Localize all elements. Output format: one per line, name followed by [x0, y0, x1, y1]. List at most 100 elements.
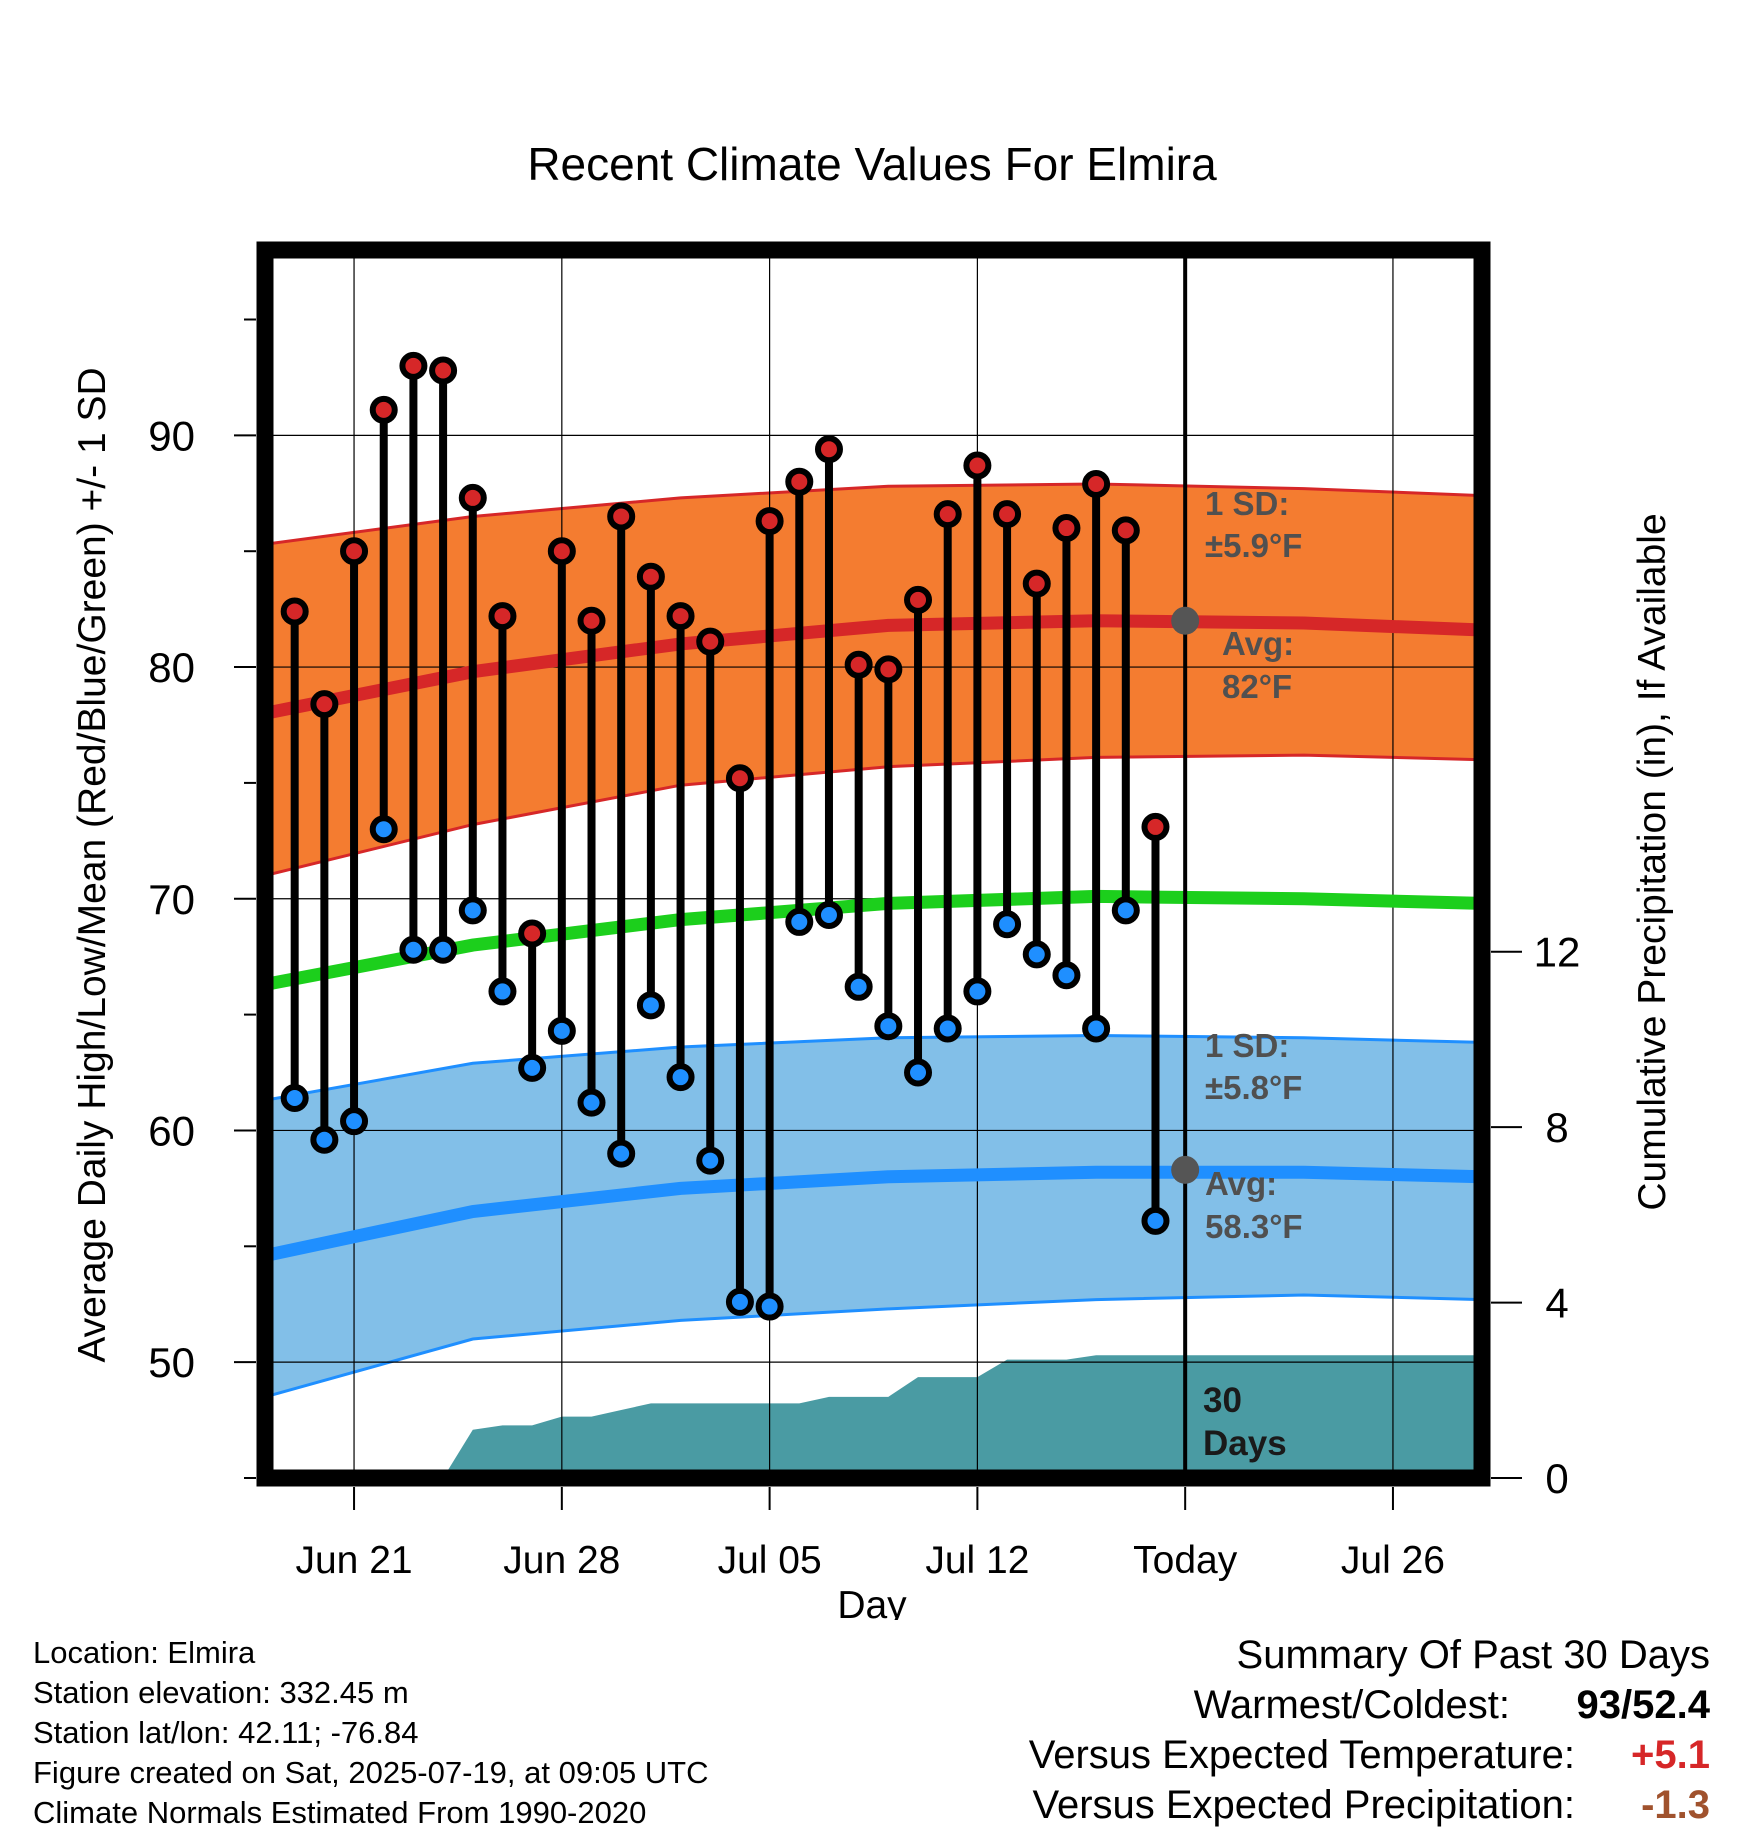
low-point [933, 1014, 962, 1043]
plot-area [234, 241, 1522, 1510]
low-point [1052, 961, 1081, 990]
temp-label: Versus Expected Temperature: [1028, 1733, 1575, 1777]
high-avg-value: 82°F [1222, 668, 1292, 705]
plot-content [265, 250, 1482, 1478]
y-tick-label: 90 [148, 412, 195, 459]
low-point [518, 1053, 547, 1082]
high-point [607, 502, 636, 531]
low-point [666, 1063, 695, 1092]
latlon-text: Station lat/lon: 42.11; -76.84 [33, 1715, 419, 1750]
high-point [725, 764, 754, 793]
low-point [1141, 1206, 1170, 1235]
y2-tick-label: 0 [1545, 1455, 1568, 1502]
warm-cold-label: Warmest/Coldest: [1193, 1683, 1510, 1727]
high-point [666, 602, 695, 631]
chart-title: Recent Climate Values For Elmira [527, 138, 1217, 190]
low-point [755, 1292, 784, 1321]
high-point [696, 627, 725, 656]
low-point [340, 1107, 369, 1136]
created-text: Figure created on Sat, 2025-07-19, at 09… [33, 1755, 709, 1790]
low-point [1111, 896, 1140, 925]
high-point [518, 919, 547, 948]
x-tick-label: Jul 05 [718, 1539, 822, 1582]
low-point [963, 977, 992, 1006]
warm-cold-row: Warmest/Coldest: 93/52.4 [810, 1680, 1710, 1730]
high-sd-label: 1 SD: [1205, 485, 1289, 522]
y2-tick-label: 4 [1545, 1280, 1568, 1327]
high-point [488, 602, 517, 631]
high-point [963, 451, 992, 480]
low-point [458, 896, 487, 925]
temp-row: Versus Expected Temperature: +5.1 [810, 1730, 1710, 1780]
precip-area [443, 1355, 1482, 1478]
low-point [844, 972, 873, 1001]
high-point [1111, 516, 1140, 545]
low-point [280, 1084, 309, 1113]
y2-axis-label: Cumulative Precipitation (in), If Availa… [1631, 513, 1674, 1210]
high-sd-value: ±5.9°F [1205, 527, 1302, 564]
precip-value: -1.3 [1641, 1783, 1710, 1827]
y2-tick-label: 12 [1534, 929, 1581, 976]
high-point [1022, 569, 1051, 598]
low-sd-value: ±5.8°F [1205, 1069, 1302, 1106]
low-point [993, 910, 1022, 939]
low-point [488, 977, 517, 1006]
low-point [814, 900, 843, 929]
low-point [785, 907, 814, 936]
high-point [399, 351, 428, 380]
x-tick-label: Today [1133, 1539, 1238, 1582]
low-point [725, 1287, 754, 1316]
low-point [874, 1012, 903, 1041]
high-point [785, 467, 814, 496]
low-avg-line [265, 1165, 1482, 1262]
high-point [874, 655, 903, 684]
low-avg-value: 58.3°F [1205, 1208, 1303, 1245]
summary-panel: Summary Of Past 30 Days Warmest/Coldest:… [810, 1630, 1710, 1830]
low-avg-marker [1171, 1155, 1200, 1184]
plot-frame [256, 241, 1491, 1487]
y-axis-label: Average Daily High/Low/Mean (Red/Blue/Gr… [71, 367, 114, 1362]
low-point [607, 1139, 636, 1168]
period-label-unit: Days [1203, 1424, 1287, 1463]
precip-row: Versus Expected Precipitation: -1.3 [810, 1780, 1710, 1830]
high-avg-marker [1171, 606, 1200, 635]
x-tick-label: Jul 12 [925, 1539, 1029, 1582]
high-point [369, 395, 398, 424]
low-point [429, 935, 458, 964]
low-sd-label: 1 SD: [1205, 1027, 1289, 1064]
high-point [1082, 470, 1111, 499]
low-point [399, 935, 428, 964]
low-sd-band [265, 1035, 1482, 1397]
low-point [696, 1146, 725, 1175]
y-tick-label: 50 [148, 1339, 195, 1386]
low-point [577, 1088, 606, 1117]
low-point [636, 991, 665, 1020]
high-point [280, 597, 309, 626]
station-info: Location: Elmira Station elevation: 332.… [33, 1633, 709, 1833]
high-point [755, 507, 784, 536]
high-point [844, 650, 873, 679]
high-point [993, 500, 1022, 529]
high-point [1141, 812, 1170, 841]
low-avg-label: Avg: [1205, 1165, 1277, 1202]
warm-cold-value: 93/52.4 [1576, 1683, 1710, 1727]
temp-value: +5.1 [1631, 1733, 1710, 1777]
low-point [547, 1016, 576, 1045]
high-point [577, 606, 606, 635]
low-sd-lower-line [265, 1293, 1482, 1399]
summary-title: Summary Of Past 30 Days [1236, 1633, 1710, 1677]
warmest-value: 93 [1576, 1683, 1622, 1727]
y-tick-label: 80 [148, 644, 195, 691]
elevation-text: Station elevation: 332.45 m [33, 1675, 409, 1710]
x-tick-label: Jun 21 [295, 1539, 412, 1582]
x-tick-label: Jul 26 [1341, 1539, 1445, 1582]
high-point [429, 356, 458, 385]
low-point [369, 815, 398, 844]
x-axis-label: Day [837, 1584, 907, 1620]
high-point [814, 435, 843, 464]
location-text: Location: Elmira [33, 1635, 256, 1670]
high-point [636, 562, 665, 591]
normals-text: Climate Normals Estimated From 1990-2020 [33, 1795, 647, 1830]
low-point [310, 1125, 339, 1154]
high-avg-label: Avg: [1222, 625, 1294, 662]
